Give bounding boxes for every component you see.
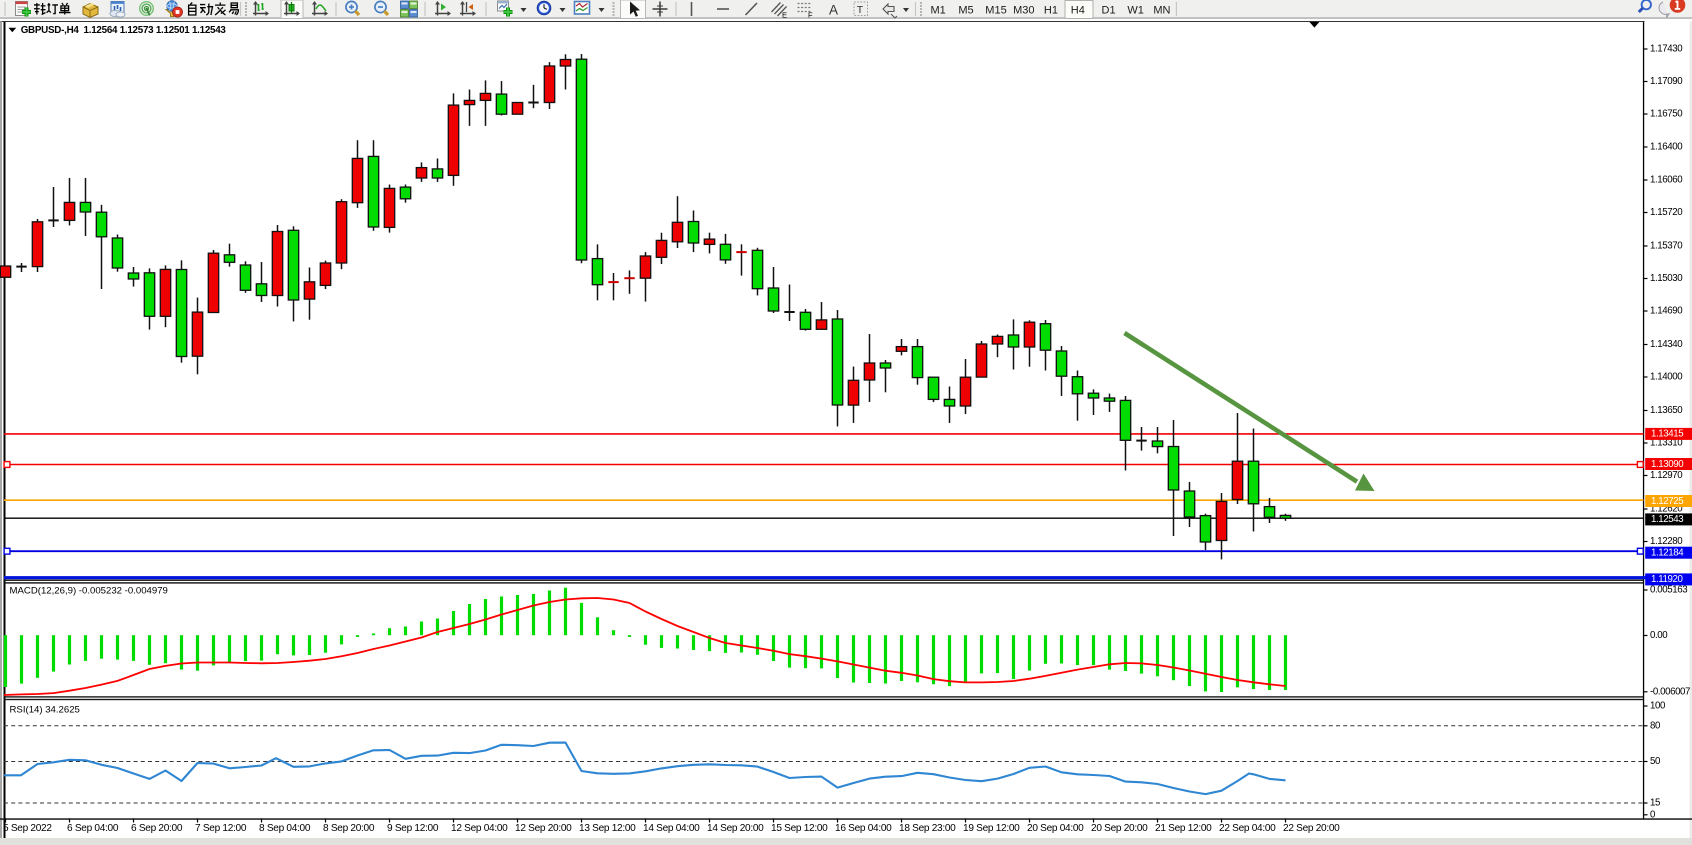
svg-text:1.16750: 1.16750 (1650, 109, 1683, 120)
svg-text:1.16060: 1.16060 (1650, 175, 1683, 186)
svg-text:H4: H4 (1071, 5, 1085, 17)
svg-text:6 Sep 20:00: 6 Sep 20:00 (131, 823, 183, 834)
svg-text:1.13415: 1.13415 (1651, 429, 1683, 440)
svg-text:19 Sep 12:00: 19 Sep 12:00 (963, 823, 1020, 834)
svg-text:6 Sep 04:00: 6 Sep 04:00 (67, 823, 119, 834)
svg-text:16 Sep 04:00: 16 Sep 04:00 (835, 823, 892, 834)
svg-text:D1: D1 (1102, 5, 1116, 17)
svg-text:8 Sep 20:00: 8 Sep 20:00 (323, 823, 375, 834)
svg-text:100: 100 (1650, 701, 1666, 712)
svg-text:18 Sep 23:00: 18 Sep 23:00 (899, 823, 956, 834)
svg-text:T: T (857, 4, 864, 16)
svg-text:1.15720: 1.15720 (1650, 207, 1683, 218)
svg-text:1.12620: 1.12620 (1650, 504, 1683, 515)
svg-text:F: F (808, 11, 813, 20)
svg-text:20 Sep 20:00: 20 Sep 20:00 (1091, 823, 1148, 834)
svg-text:1.14690: 1.14690 (1650, 306, 1683, 317)
svg-text:1.16400: 1.16400 (1650, 142, 1683, 153)
svg-text:1.13090: 1.13090 (1651, 459, 1684, 470)
svg-text:M5: M5 (958, 5, 973, 17)
svg-text:50: 50 (1650, 756, 1661, 767)
svg-text:14 Sep 04:00: 14 Sep 04:00 (643, 823, 700, 834)
svg-text:W1: W1 (1127, 5, 1144, 17)
svg-text:1.12280: 1.12280 (1650, 536, 1683, 547)
svg-text:MACD(12,26,9) -0.005232 -0.004: MACD(12,26,9) -0.005232 -0.004979 (10, 586, 168, 597)
svg-text:1.12184: 1.12184 (1651, 548, 1684, 559)
svg-text:M1: M1 (931, 5, 946, 17)
svg-text:H1: H1 (1044, 5, 1058, 17)
svg-text:12 Sep 20:00: 12 Sep 20:00 (515, 823, 572, 834)
svg-text:1.17430: 1.17430 (1650, 44, 1683, 55)
svg-text:15: 15 (1650, 798, 1660, 809)
svg-text:1.12725: 1.12725 (1651, 496, 1683, 507)
svg-text:13 Sep 12:00: 13 Sep 12:00 (579, 823, 636, 834)
svg-text:1.17090: 1.17090 (1650, 76, 1683, 87)
svg-text:M15: M15 (985, 5, 1006, 17)
svg-text:1.13310: 1.13310 (1650, 438, 1683, 449)
svg-text:MN: MN (1153, 5, 1170, 17)
svg-text:A: A (829, 3, 838, 18)
svg-text:15 Sep 12:00: 15 Sep 12:00 (771, 823, 828, 834)
svg-text:E: E (782, 11, 787, 20)
svg-text:0.00: 0.00 (1650, 630, 1668, 641)
svg-text:1.14000: 1.14000 (1650, 372, 1683, 383)
svg-text:14 Sep 20:00: 14 Sep 20:00 (707, 823, 764, 834)
svg-text:7 Sep 12:00: 7 Sep 12:00 (195, 823, 247, 834)
svg-text:1.15030: 1.15030 (1650, 273, 1683, 284)
svg-text:GBPUSD-,H4 1.12564 1.12573 1.: GBPUSD-,H4 1.12564 1.12573 1.12501 1.125… (21, 25, 227, 36)
svg-text:9 Sep 12:00: 9 Sep 12:00 (387, 823, 439, 834)
svg-text:1.12970: 1.12970 (1650, 470, 1683, 481)
svg-text:M30: M30 (1013, 5, 1034, 17)
svg-text:-0.006007: -0.006007 (1650, 686, 1690, 697)
svg-text:12 Sep 04:00: 12 Sep 04:00 (451, 823, 508, 834)
svg-text:0: 0 (1650, 809, 1656, 820)
svg-text:1.11920: 1.11920 (1651, 574, 1684, 585)
svg-text:20 Sep 04:00: 20 Sep 04:00 (1027, 823, 1084, 834)
svg-text:21 Sep 12:00: 21 Sep 12:00 (1155, 823, 1212, 834)
svg-text:0.005163: 0.005163 (1650, 585, 1687, 596)
svg-text:1.14340: 1.14340 (1650, 339, 1683, 350)
svg-text:8 Sep 04:00: 8 Sep 04:00 (259, 823, 311, 834)
svg-text:22 Sep 04:00: 22 Sep 04:00 (1219, 823, 1276, 834)
svg-text:1.12543: 1.12543 (1651, 514, 1683, 525)
svg-text:RSI(14) 34.2625: RSI(14) 34.2625 (10, 705, 80, 716)
svg-text:5 Sep 2022: 5 Sep 2022 (3, 823, 52, 834)
svg-text:22 Sep 20:00: 22 Sep 20:00 (1283, 823, 1340, 834)
svg-text:80: 80 (1650, 720, 1661, 731)
svg-text:1.13650: 1.13650 (1650, 405, 1683, 416)
svg-text:1.15370: 1.15370 (1650, 241, 1683, 252)
